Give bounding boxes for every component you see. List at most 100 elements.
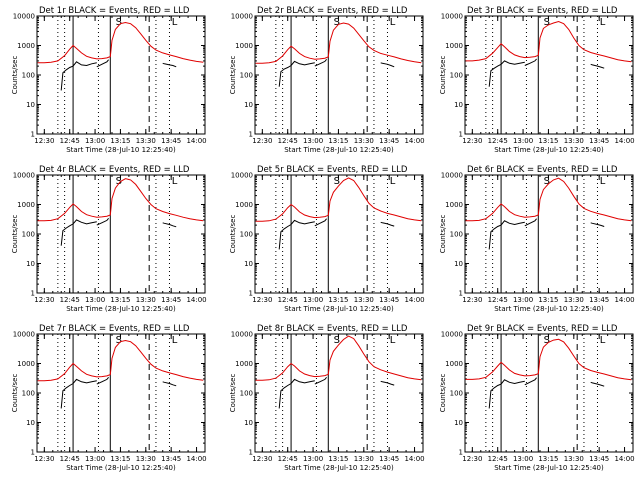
- y-tick-label: 10: [454, 101, 463, 109]
- x-axis-label: Start Time (28-Jul-10 12:25:40): [66, 464, 176, 472]
- panel-title: Det 2r BLACK = Events, RED = LLD: [257, 6, 408, 16]
- x-axis-label: Start Time (28-Jul-10 12:25:40): [66, 305, 176, 313]
- x-tick-label: 12:45: [278, 137, 298, 145]
- x-tick-label: 13:30: [564, 137, 584, 145]
- y-tick-label: 1000: [445, 201, 463, 209]
- interval-marker-L: L: [390, 17, 396, 28]
- x-tick-label: 13:00: [513, 296, 533, 304]
- y-tick-label: 1: [249, 131, 253, 139]
- x-tick-label: 13:15: [538, 296, 558, 304]
- x-tick-label: 12:30: [34, 455, 54, 463]
- y-tick-label: 100: [240, 72, 253, 80]
- y-tick-label: 1000: [235, 201, 253, 209]
- y-tick-label: 1: [249, 290, 253, 298]
- y-tick-label: 100: [22, 390, 35, 398]
- panel-title: Det 4r BLACK = Events, RED = LLD: [39, 165, 190, 175]
- interval-marker-S: S: [544, 17, 550, 28]
- x-tick-label: 14:00: [404, 137, 424, 145]
- x-tick-label: 12:30: [462, 455, 482, 463]
- interval-marker-L: L: [172, 176, 178, 187]
- x-axis-label: Start Time (28-Jul-10 12:25:40): [284, 146, 394, 154]
- x-tick-label: 13:45: [379, 455, 399, 463]
- series-events-line: [278, 60, 315, 87]
- x-tick-label: 14:00: [404, 455, 424, 463]
- x-tick-label: 14:00: [186, 137, 206, 145]
- x-tick-label: 13:45: [589, 296, 609, 304]
- x-tick-label: 13:15: [328, 296, 348, 304]
- interval-marker-S: S: [116, 335, 122, 346]
- y-tick-label: 10: [244, 260, 253, 268]
- x-tick-label: 12:45: [60, 137, 80, 145]
- y-tick-label: 10000: [441, 172, 463, 180]
- y-tick-label: 10000: [231, 331, 253, 339]
- series-events-line: [314, 58, 327, 67]
- interval-marker-S: S: [116, 176, 122, 187]
- x-tick-label: 13:45: [161, 137, 181, 145]
- y-tick-label: 1: [459, 131, 463, 139]
- y-tick-label: 10000: [13, 331, 35, 339]
- y-axis-label: Counts/sec: [229, 374, 237, 413]
- x-tick-label: 12:30: [462, 296, 482, 304]
- y-tick-label: 10000: [13, 172, 35, 180]
- x-tick-label: 14:00: [614, 137, 634, 145]
- y-tick-label: 10000: [441, 331, 463, 339]
- y-tick-label: 1000: [235, 360, 253, 368]
- y-tick-label: 1000: [445, 360, 463, 368]
- y-tick-label: 100: [450, 72, 463, 80]
- x-tick-label: 13:15: [110, 137, 130, 145]
- y-axis-label: Counts/sec: [439, 56, 447, 95]
- y-tick-label: 10: [244, 101, 253, 109]
- y-axis-label: Counts/sec: [439, 374, 447, 413]
- y-axis-label: Counts/sec: [11, 374, 19, 413]
- x-tick-label: 13:30: [136, 296, 156, 304]
- x-tick-label: 13:00: [513, 455, 533, 463]
- series-events-line: [488, 60, 525, 87]
- panel-1: Det 1r BLACK = Events, RED = LLD 1 10 100 10…: [11, 6, 207, 154]
- x-tick-label: 13:00: [513, 137, 533, 145]
- x-axis-label: Start Time (28-Jul-10 12:25:40): [494, 464, 604, 472]
- panel-3: Det 3r BLACK = Events, RED = LLD 1 10 100 10…: [439, 6, 635, 154]
- series-events-line: [380, 380, 395, 386]
- x-tick-label: 14:00: [186, 455, 206, 463]
- panel-5: Det 5r BLACK = Events, RED = LLD 1 10 100 10…: [229, 165, 425, 313]
- series-lld-line: [37, 21, 204, 64]
- x-tick-label: 14:00: [404, 296, 424, 304]
- y-tick-label: 1: [31, 290, 35, 298]
- x-tick-label: 12:30: [252, 137, 272, 145]
- x-tick-label: 13:30: [354, 296, 374, 304]
- x-tick-label: 13:45: [161, 455, 181, 463]
- x-tick-label: 13:00: [303, 137, 323, 145]
- series-events-line: [488, 220, 525, 250]
- y-tick-label: 10: [454, 260, 463, 268]
- y-tick-label: 100: [450, 231, 463, 239]
- series-events-line: [278, 378, 315, 409]
- x-tick-label: 13:15: [328, 137, 348, 145]
- y-axis-label: Counts/sec: [229, 215, 237, 254]
- panel-6: Det 6r BLACK = Events, RED = LLD 1 10 100 10…: [439, 165, 635, 313]
- x-tick-label: 14:00: [614, 296, 634, 304]
- x-tick-label: 13:30: [136, 455, 156, 463]
- y-tick-label: 10: [26, 419, 35, 427]
- x-tick-label: 13:30: [354, 137, 374, 145]
- interval-marker-L: L: [172, 17, 178, 28]
- series-events-line: [488, 379, 525, 409]
- panel-7: Det 7r BLACK = Events, RED = LLD 1 10 100 10…: [11, 324, 207, 472]
- x-tick-label: 13:15: [538, 137, 558, 145]
- x-tick-label: 13:15: [538, 455, 558, 463]
- series-lld-line: [37, 339, 204, 382]
- x-tick-label: 12:45: [488, 296, 508, 304]
- y-axis-label: Counts/sec: [229, 56, 237, 95]
- series-events-line: [162, 222, 177, 228]
- panel-8: Det 8r BLACK = Events, RED = LLD 1 10 100 10…: [229, 324, 425, 472]
- interval-marker-L: L: [390, 335, 396, 346]
- series-events-line: [96, 376, 109, 385]
- x-tick-label: 12:30: [34, 296, 54, 304]
- x-tick-label: 14:00: [614, 455, 634, 463]
- x-axis-label: Start Time (28-Jul-10 12:25:40): [494, 146, 604, 154]
- y-tick-label: 1000: [17, 42, 35, 50]
- series-events-line: [314, 376, 327, 385]
- series-events-line: [60, 61, 97, 91]
- series-events-line: [380, 62, 395, 68]
- x-tick-label: 12:45: [278, 296, 298, 304]
